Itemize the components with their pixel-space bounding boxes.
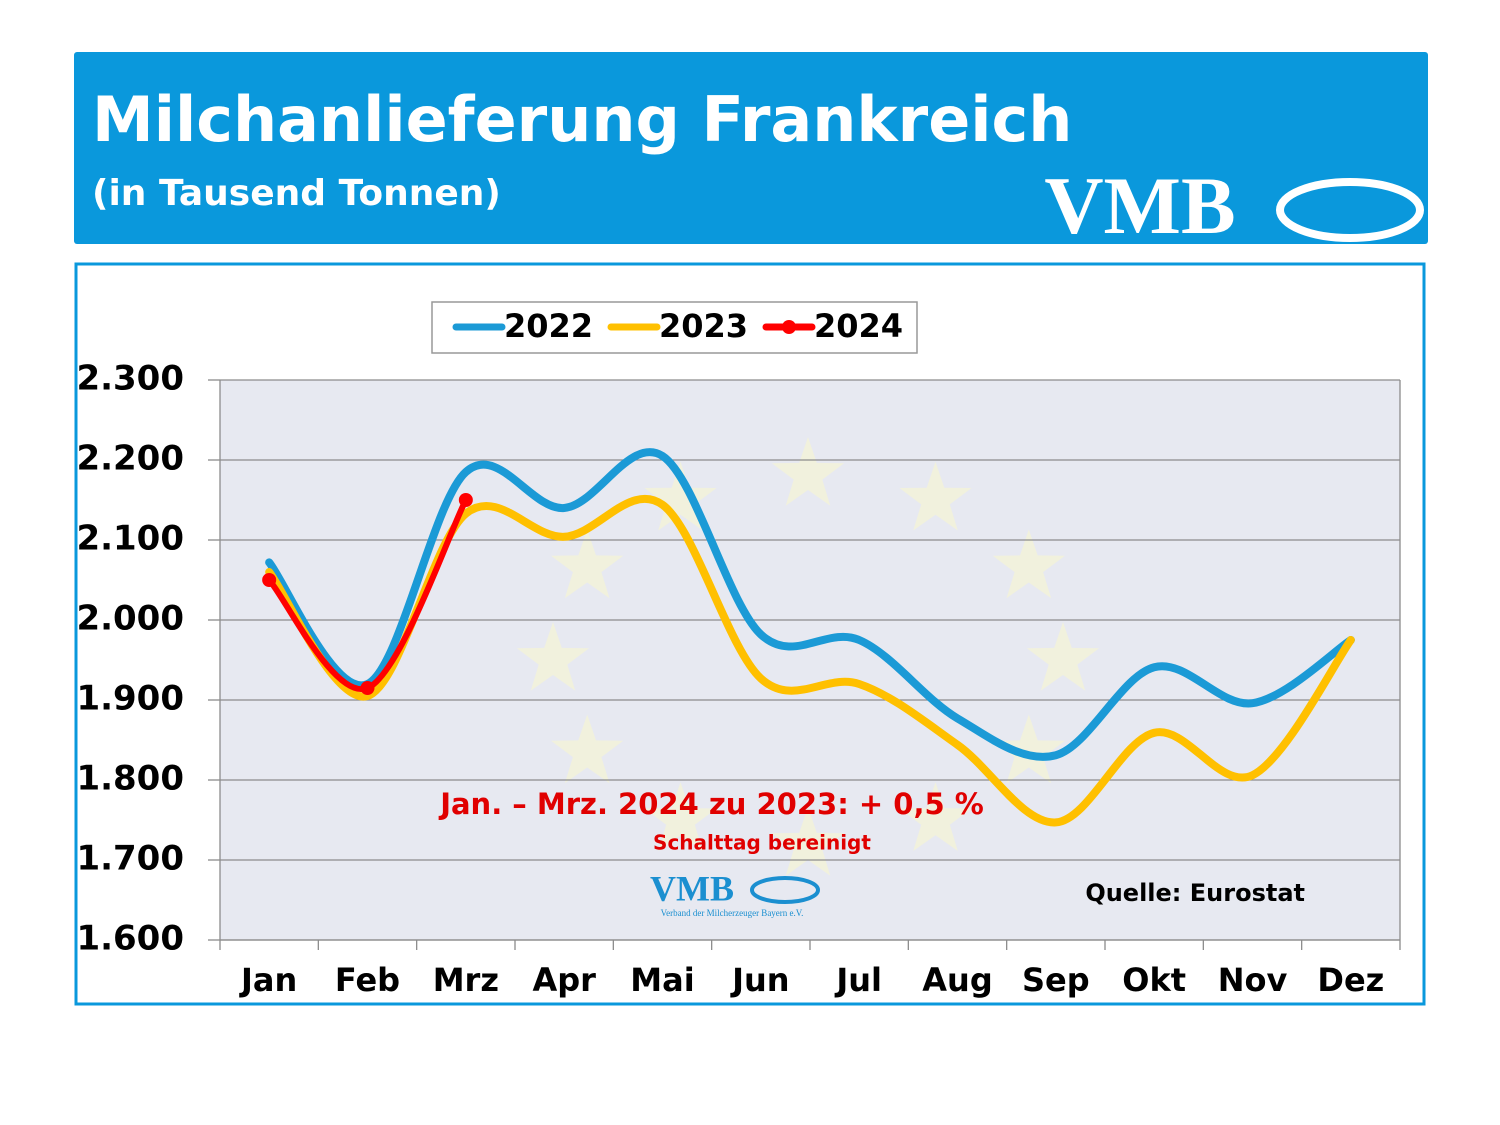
legend: [431, 301, 918, 354]
chart-title: Milchanlieferung Frankreich: [92, 83, 1072, 156]
annotation-note: Schalttag bereinigt: [653, 831, 871, 855]
x-tick-label: Mrz: [433, 961, 499, 999]
logo: VMB: [1044, 160, 1235, 251]
series-line: [265, 448, 1355, 761]
x-tick-label: Dez: [1317, 961, 1384, 999]
star: [992, 529, 1065, 599]
x-tick-label: Jun: [730, 961, 789, 999]
series-marker: [458, 493, 473, 507]
x-tick-label: Sep: [1022, 961, 1090, 999]
y-tick-label: 2.300: [76, 359, 184, 399]
y-tick-label: 2.200: [76, 439, 184, 479]
y-tick-label: 2.100: [76, 519, 184, 559]
star: [771, 807, 845, 876]
star: [516, 622, 590, 691]
source: Quelle: Eurostat: [1085, 879, 1305, 907]
star: [551, 714, 624, 784]
x-tick-label: Jul: [834, 961, 882, 999]
x-tick-label: Aug: [922, 961, 992, 999]
logo-swirl: [1276, 178, 1424, 242]
y-tick-label: 1.700: [76, 839, 184, 879]
series-marker: [360, 681, 375, 695]
star: [771, 437, 845, 506]
star: [1026, 622, 1100, 691]
legend-label: 2022: [504, 307, 593, 345]
legend-label: 2024: [814, 307, 903, 345]
small-logo-text: Verband der Milcherzeuger Bayern e.V.: [661, 908, 804, 918]
series-marker: [262, 573, 277, 587]
legend-label: 2023: [659, 307, 748, 345]
star: [992, 714, 1065, 784]
star: [551, 529, 624, 599]
y-tick-label: 1.600: [76, 919, 184, 959]
small-logo-swirl: [750, 876, 820, 904]
small-logo: VMB: [650, 868, 734, 908]
y-tick-label: 2.000: [76, 599, 184, 639]
legend-marker: [782, 320, 796, 334]
x-tick-label: Nov: [1218, 961, 1288, 999]
star: [644, 461, 717, 531]
y-tick-label: 1.800: [76, 759, 184, 799]
y-tick-label: 1.900: [76, 679, 184, 719]
x-tick-label: Jan: [239, 961, 297, 999]
star: [644, 782, 717, 851]
x-tick-label: Apr: [532, 961, 596, 999]
x-tick-label: Feb: [335, 961, 400, 999]
x-tick-label: Okt: [1122, 961, 1186, 999]
x-tick-label: Mai: [630, 961, 694, 999]
chart-subtitle: (in Tausend Tonnen): [92, 173, 501, 214]
star: [899, 782, 972, 851]
background-stars: [516, 437, 1100, 876]
header: [74, 52, 1428, 244]
annotation: Jan. – Mrz. 2024 zu 2023: + 0,5 %: [438, 787, 984, 821]
star: [899, 461, 972, 531]
